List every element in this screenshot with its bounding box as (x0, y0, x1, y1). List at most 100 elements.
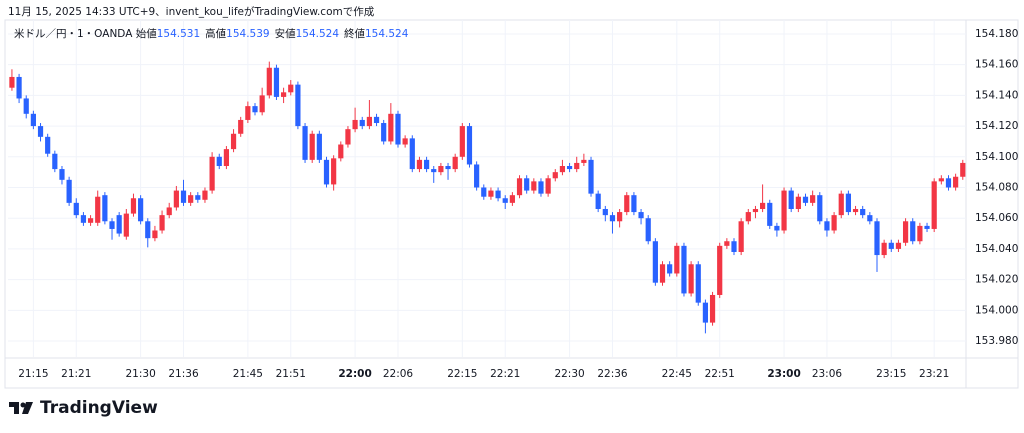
x-tick-label: 21:36 (168, 368, 199, 380)
candle-body (638, 212, 644, 219)
candle-body (495, 190, 501, 199)
candle-body (938, 178, 944, 182)
candle-body (273, 67, 280, 97)
candle-body (738, 221, 744, 252)
x-tick-label: 22:00 (338, 368, 371, 380)
symbol: 米ドル／円・1・OANDA (14, 28, 133, 40)
candle-body (488, 190, 494, 197)
candle-body (87, 218, 94, 223)
candle-body (574, 162, 580, 170)
candle-body (331, 158, 337, 185)
candle-body (59, 169, 65, 180)
candle-body (66, 179, 72, 203)
candle-body (159, 215, 165, 231)
x-tick-label: 21:51 (276, 368, 306, 380)
candle-body (423, 159, 430, 170)
candle-body (774, 225, 780, 231)
x-tick-label: 23:00 (767, 368, 800, 380)
y-tick-label: 154.080 (975, 182, 1018, 194)
candle-body (795, 196, 801, 209)
candle-body (37, 126, 44, 137)
x-tick-label: 23:21 (919, 368, 949, 380)
candle-body (80, 215, 87, 223)
candle-body (624, 195, 630, 213)
candle-body (95, 196, 101, 223)
candle-body (45, 136, 51, 154)
candle-body (545, 178, 551, 194)
candle-body (9, 76, 15, 88)
candle-body (852, 208, 859, 213)
candle-body (509, 195, 515, 203)
candle-body (302, 126, 308, 160)
candle-body (917, 225, 923, 242)
candle-body (345, 129, 351, 145)
y-tick-label: 154.100 (975, 151, 1018, 163)
candle-body (252, 106, 258, 113)
y-tick-label: 154.040 (975, 243, 1018, 255)
candle-body (831, 215, 837, 231)
candle-body (152, 230, 158, 239)
candle-body (130, 198, 137, 214)
candle-body (602, 208, 608, 216)
candle-body (281, 92, 287, 97)
legend-label: 始値 (135, 28, 157, 40)
x-tick-label: 22:51 (705, 368, 735, 380)
candle-body (645, 218, 651, 242)
candle-body (752, 208, 759, 213)
candle-body (30, 113, 36, 127)
candle-body (502, 198, 508, 203)
candle-body (431, 169, 437, 173)
legend-value: 154.524 (365, 28, 409, 40)
legend-value: 154.524 (295, 28, 339, 40)
candle-body (781, 190, 787, 231)
legend-value: 154.531 (156, 28, 201, 40)
candle-body (767, 202, 773, 226)
candle-body (931, 181, 937, 229)
candle-body (188, 195, 194, 203)
candle-body (888, 242, 894, 249)
candle-body (860, 208, 866, 216)
candle-body (910, 221, 916, 242)
candle-body (566, 166, 573, 170)
candle-body (266, 67, 272, 96)
candle-body (466, 126, 473, 165)
candle-body (202, 190, 208, 200)
candle-body (538, 181, 544, 194)
chart-frame (4, 19, 1019, 389)
candle-body (924, 225, 930, 229)
legend-label: 高値 (205, 28, 227, 40)
candle-body (216, 156, 222, 167)
candle-body (381, 123, 387, 142)
candle-body (180, 190, 187, 203)
candle-body (659, 264, 666, 283)
candle-body (702, 302, 709, 323)
candle-body (681, 245, 687, 294)
legend: 米ドル／円・1・OANDA 始値154.531 高値154.539 安値154.52… (14, 26, 413, 41)
x-tick-label: 23:15 (876, 368, 906, 380)
brand: TradingView (40, 398, 158, 418)
candle-body (695, 264, 701, 303)
candle-body (116, 215, 122, 234)
candle-body (238, 119, 244, 134)
candle-body (166, 207, 172, 216)
candle-body (559, 166, 566, 173)
y-tick-label: 154.020 (975, 274, 1018, 286)
candle-body (674, 245, 680, 274)
candle-body (138, 198, 144, 222)
candle-body (73, 202, 79, 216)
candle-body (173, 190, 179, 208)
logo-icon (9, 402, 33, 414)
candle-body (902, 221, 909, 243)
x-tick-label: 22:30 (554, 368, 584, 380)
candle-body (52, 153, 58, 170)
y-tick-label: 154.180 (975, 28, 1018, 40)
x-tick-label: 21:15 (18, 368, 48, 380)
candle-body (288, 84, 294, 93)
candle-body (316, 133, 322, 160)
candle-body (366, 116, 372, 127)
candle-body (388, 113, 394, 142)
candle-body (452, 156, 458, 170)
candle-body (123, 213, 129, 237)
candle-body (338, 144, 344, 159)
